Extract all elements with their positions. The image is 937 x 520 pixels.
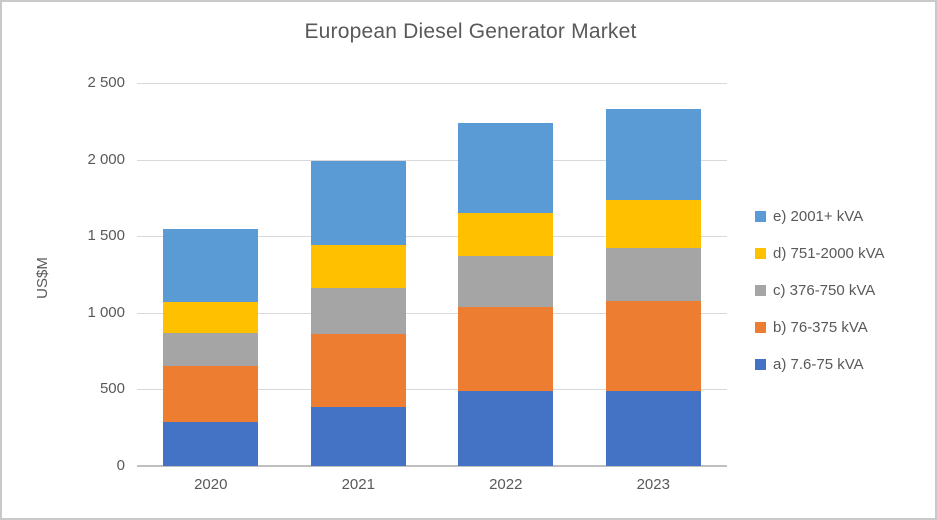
bar-segment — [605, 390, 701, 466]
y-axis-label: US$M — [33, 257, 51, 299]
stacked-bar-2022 — [458, 122, 554, 466]
chart-title: European Diesel Generator Market — [304, 20, 637, 43]
legend: e) 2001+ kVA d) 751-2000 kVA c) 376-750 kV… — [755, 198, 884, 383]
bar-segment — [605, 248, 701, 301]
bar-segment — [163, 422, 259, 466]
bar-segment — [310, 407, 406, 466]
bar-slot-2020 — [137, 83, 285, 466]
bar-segment — [310, 333, 406, 408]
y-tick-label: 2 500 — [87, 74, 125, 91]
y-tick-label: 1 500 — [87, 227, 125, 245]
y-tick-label: 0 — [116, 457, 125, 474]
bar-segment — [605, 109, 701, 201]
plot-area — [137, 83, 727, 467]
legend-swatch-icon — [755, 285, 766, 296]
gridline — [137, 236, 727, 238]
legend-item: b) 76-375 kVA — [755, 309, 884, 346]
bar-segment — [458, 213, 554, 257]
stacked-bar-2020 — [163, 228, 259, 466]
x-tick-label: 2021 — [341, 476, 375, 493]
bar-segment — [458, 390, 554, 466]
legend-swatch-icon — [755, 359, 766, 370]
bar-segment — [605, 300, 701, 391]
x-axis-ticks: 2020 2021 2022 2023 — [137, 476, 727, 493]
x-tick-label: 2020 — [194, 476, 228, 493]
bar-segment — [605, 200, 701, 249]
bar-segment — [163, 366, 259, 423]
legend-label: a) 7.6-75 kVA — [773, 356, 864, 373]
x-tick-label: 2022 — [489, 476, 523, 493]
legend-item: c) 376-750 kVA — [755, 272, 884, 309]
gridline — [137, 83, 727, 84]
x-tick-label: 2023 — [636, 476, 670, 493]
legend-label: e) 2001+ kVA — [773, 208, 864, 225]
bar-segment — [310, 245, 406, 288]
bar-segment — [310, 161, 406, 246]
legend-item: a) 7.6-75 kVA — [755, 346, 884, 383]
bar-slot-2021 — [285, 83, 433, 466]
y-tick-label: 2 000 — [87, 150, 125, 168]
legend-label: b) 76-375 kVA — [773, 319, 868, 336]
legend-swatch-icon — [755, 248, 766, 259]
bar-segment — [458, 122, 554, 214]
legend-swatch-icon — [755, 322, 766, 333]
bars-layer — [137, 83, 727, 466]
bar-slot-2022 — [432, 83, 580, 466]
legend-label: c) 376-750 kVA — [773, 282, 876, 299]
legend-swatch-icon — [755, 211, 766, 222]
stacked-bar-2023 — [605, 109, 701, 466]
x-axis-line — [137, 465, 727, 467]
bar-segment — [458, 256, 554, 307]
gridline — [137, 312, 727, 314]
legend-item: d) 751-2000 kVA — [755, 235, 884, 272]
bar-segment — [458, 306, 554, 391]
gridline — [137, 159, 727, 161]
y-tick-label: 500 — [99, 380, 125, 398]
legend-label: d) 751-2000 kVA — [773, 245, 885, 262]
bar-segment — [310, 287, 406, 334]
bar-segment — [163, 332, 259, 367]
stacked-bar-2021 — [310, 161, 406, 466]
gridline — [137, 389, 727, 391]
bar-slot-2023 — [580, 83, 728, 466]
y-tick-label: 1 000 — [87, 303, 125, 321]
bar-segment — [163, 228, 259, 303]
bar-segment — [163, 302, 259, 333]
legend-item: e) 2001+ kVA — [755, 198, 884, 235]
